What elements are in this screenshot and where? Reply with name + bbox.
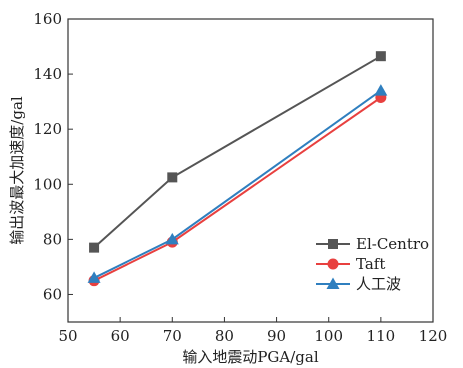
plot-frame <box>67 18 434 323</box>
y-tick-label: 140 <box>33 65 62 83</box>
x-tick-label: 110 <box>367 327 396 345</box>
series-2 <box>87 84 388 283</box>
x-tick-label: 60 <box>111 327 130 345</box>
data-point <box>374 84 388 96</box>
legend-entry: Taft <box>316 255 385 273</box>
series-line <box>93 89 382 279</box>
x-tick-label: 70 <box>163 327 182 345</box>
x-tick-label: 120 <box>419 327 448 345</box>
series-1 <box>88 92 387 287</box>
legend-marker <box>328 239 338 249</box>
data-point <box>165 232 179 245</box>
x-tick-label: 50 <box>58 327 77 345</box>
legend-label: 人工波 <box>356 275 401 293</box>
legend-entry: 人工波 <box>316 275 401 293</box>
series-layer <box>87 51 388 287</box>
ticks-layer: 50 60 70 80 90 100 110 120 60 80 100 120 140 160 <box>33 10 447 345</box>
data-point <box>89 242 100 253</box>
legend-marker <box>326 277 340 289</box>
y-tick-label: 160 <box>33 10 62 28</box>
series-line <box>93 55 382 249</box>
legend-label: El-Centro <box>356 235 429 253</box>
legend-marker <box>327 258 339 270</box>
legend: El-Centro Taft 人工波 <box>316 235 429 293</box>
data-point <box>375 51 386 62</box>
x-tick-label: 80 <box>215 327 234 345</box>
y-tick-label: 80 <box>43 230 62 248</box>
y-axis-title: 输出波最大加速度/gal <box>8 96 26 245</box>
data-point <box>167 172 178 183</box>
x-tick-label: 100 <box>314 327 343 345</box>
legend-entry: El-Centro <box>316 235 429 253</box>
y-tick-label: 120 <box>33 120 62 138</box>
x-axis-title: 输入地震动PGA/gal <box>182 348 319 366</box>
data-point <box>87 271 101 283</box>
plot-border <box>67 18 434 323</box>
y-tick-label: 60 <box>43 285 62 303</box>
legend-label: Taft <box>356 255 385 273</box>
x-tick-label: 90 <box>267 327 286 345</box>
y-tick-label: 100 <box>33 175 62 193</box>
series-line <box>93 96 382 282</box>
series-0 <box>89 51 386 253</box>
